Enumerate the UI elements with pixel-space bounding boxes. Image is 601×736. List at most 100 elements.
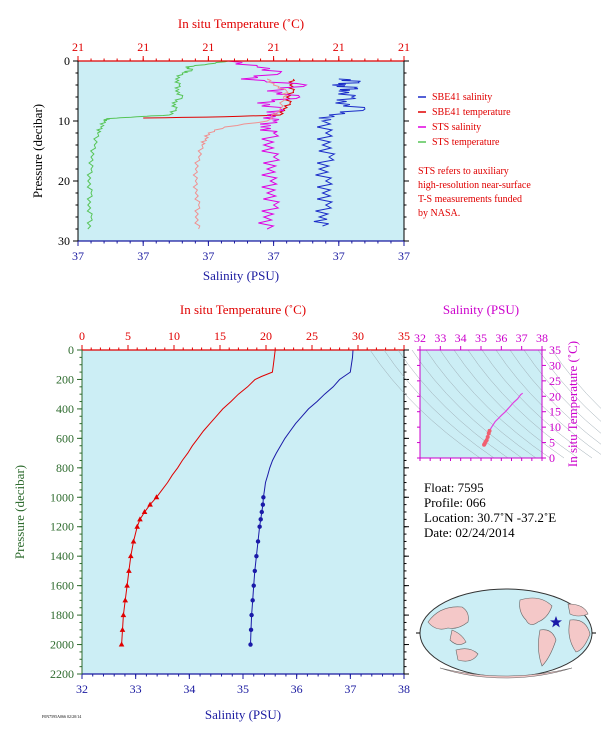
top-panel-series-line — [313, 78, 366, 227]
temperature-marker — [119, 626, 126, 632]
main-y-axis-label: Pressure (decibar) — [12, 465, 27, 559]
note-line-3: T-S measurements funded — [418, 194, 522, 205]
ts-density-contours — [369, 349, 601, 459]
legend-label-sbe41-salinity: SBE41 salinity — [432, 92, 492, 103]
temperature-marker — [130, 538, 137, 544]
temperature-marker — [141, 509, 148, 514]
ts-density-contour — [383, 349, 495, 459]
main-y-tick-label: 200 — [56, 372, 74, 386]
top-panel-top-axis-label: In situ Temperature (˚C) — [178, 16, 304, 31]
salinity-marker — [255, 539, 261, 544]
top-panel-y-axis-label: Pressure (decibar) — [30, 104, 45, 198]
main-bottom-tick-label: 32 — [76, 682, 88, 696]
top-panel-bottom-tick-label: 37 — [398, 249, 410, 263]
top-panel-bottom-tick-label: 37 — [137, 249, 149, 263]
temperature-marker — [126, 567, 132, 573]
main-series-group — [118, 349, 354, 647]
main-y-tick-label: 2000 — [50, 638, 74, 652]
main-top-tick-label: 35 — [398, 329, 410, 343]
temperature-marker — [137, 516, 143, 522]
main-top-tick-label: 10 — [168, 329, 180, 343]
salinity-marker — [254, 553, 259, 559]
ts-density-contour — [411, 349, 523, 459]
note-line-2: high-resolution near-surface — [418, 180, 531, 191]
temperature-marker — [124, 582, 130, 588]
ts-density-contour — [425, 349, 537, 459]
ts-density-contour — [397, 349, 509, 459]
ts-top-axis-label: Salinity (PSU) — [443, 302, 519, 317]
main-panel-ticks: 0 5 10 15 20 25 30 35 32 33 34 35 36 37 38 0 200 400 600 80… — [50, 329, 410, 696]
main-y-tick-label: 400 — [56, 402, 74, 416]
ts-right-tick-label: 15 — [549, 405, 561, 419]
top-panel-top-tick-label: 21 — [333, 40, 345, 54]
top-panel-bottom-tick-label: 37 — [333, 249, 345, 263]
top-panel-top-tick-label: 21 — [202, 40, 214, 54]
salinity-marker — [259, 509, 264, 515]
top-panel-bottom-tick-label: 37 — [72, 249, 84, 263]
top-panel: 21 37 21 37 21 37 21 37 21 37 21 37 0 10 20 30 In situ … — [30, 16, 531, 283]
note-line-4: by NASA. — [418, 208, 460, 219]
ts-right-tick-label: 5 — [549, 436, 555, 450]
main-bottom-tick-label: 34 — [183, 682, 195, 696]
salinity-marker — [248, 642, 253, 647]
ts-plot-area — [420, 350, 542, 458]
map-land-australia — [455, 648, 479, 662]
top-panel-y-tick-label: 20 — [58, 174, 70, 188]
main-top-tick-label: 25 — [306, 329, 318, 343]
main-bottom-tick-label: 36 — [291, 682, 303, 696]
float-info: Float: 7595 Profile: 066 Location: 30.7˚… — [424, 480, 556, 540]
map-land-north-america — [519, 597, 553, 625]
temperature-marker — [147, 501, 153, 507]
main-y-tick-label: 2200 — [50, 667, 74, 681]
ts-density-contour — [523, 349, 601, 434]
top-panel-top-tick-label: 21 — [398, 40, 410, 54]
ts-top-tick-label: 38 — [536, 331, 548, 345]
top-panel-bottom-tick-label: 37 — [268, 249, 280, 263]
salinity-marker — [258, 517, 263, 522]
temperature-marker — [153, 494, 160, 500]
top-panel-bottom-tick-label: 37 — [202, 249, 214, 263]
float-location-star-icon — [550, 616, 562, 628]
top-panel-top-tick-label: 21 — [137, 40, 149, 54]
main-top-axis-label: In situ Temperature (˚C) — [180, 302, 306, 317]
top-panel-note: STS refers to auxiliary high-resolution … — [418, 166, 531, 219]
ts-top-tick-label: 34 — [455, 331, 467, 345]
info-profile: Profile: 066 — [424, 495, 486, 510]
salinity-marker — [250, 598, 255, 603]
ts-top-tick-label: 35 — [475, 331, 487, 345]
map-land-indonesia — [449, 629, 467, 645]
legend-label-sts-temperature: STS temperature — [432, 137, 500, 148]
legend-label-sbe41-temperature: SBE41 temperature — [432, 107, 511, 118]
ts-right-tick-label: 35 — [549, 343, 561, 357]
ts-density-contour — [369, 349, 481, 459]
salinity-marker — [257, 524, 262, 529]
ts-deep-marker — [485, 435, 490, 440]
main-y-tick-label: 1400 — [50, 549, 74, 563]
ts-series-group — [482, 392, 524, 447]
salinity-marker — [260, 502, 266, 507]
main-bottom-tick-label: 37 — [344, 682, 356, 696]
main-salinity-line — [250, 349, 354, 645]
main-top-tick-label: 5 — [125, 329, 131, 343]
temperature-marker — [120, 612, 127, 618]
info-date: Date: 02/24/2014 — [424, 525, 515, 540]
ts-top-tick-label: 37 — [516, 331, 528, 345]
main-y-tick-label: 1800 — [50, 608, 74, 622]
ts-right-tick-label: 20 — [549, 389, 561, 403]
ts-right-tick-label: 10 — [549, 420, 561, 434]
info-float: Float: 7595 — [424, 480, 484, 495]
map-land-antarctica — [439, 667, 573, 679]
salinity-marker — [261, 495, 266, 500]
map-land-asia — [427, 606, 469, 630]
salinity-marker — [249, 612, 254, 618]
main-bottom-tick-label: 33 — [130, 682, 142, 696]
main-y-tick-label: 800 — [56, 461, 74, 475]
main-panel: 0 5 10 15 20 25 30 35 32 33 34 35 36 37 38 0 200 400 600 80… — [12, 302, 410, 722]
ts-density-contour — [537, 349, 601, 422]
top-panel-top-tick-label: 21 — [72, 40, 84, 54]
salinity-marker — [252, 568, 258, 574]
top-panel-series-line — [192, 78, 289, 230]
main-top-tick-label: 20 — [260, 329, 272, 343]
